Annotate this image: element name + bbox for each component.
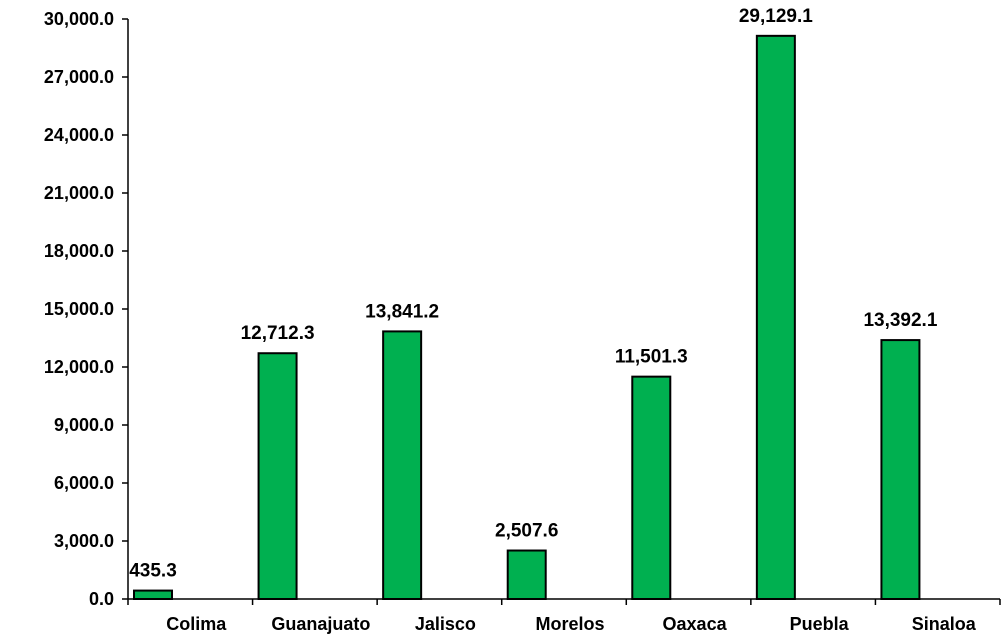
bar-guanajuato: [257, 352, 298, 601]
bar-colima: [133, 589, 173, 601]
category-label: Guanajuato: [271, 614, 370, 634]
data-label: 29,129.1: [739, 6, 813, 27]
data-labels: 435.3 12,712.3 13,841.2 2,507.6 11,501.3 29,1…: [129, 6, 938, 582]
bar-oaxaca: [631, 375, 672, 600]
category-label: Oaxaca: [663, 614, 728, 634]
data-label: 13,841.2: [365, 301, 439, 322]
data-label: 13,392.1: [863, 310, 937, 331]
bars: [133, 34, 921, 601]
y-tick-label: 21,000.0: [44, 183, 114, 203]
category-label: Jalisco: [415, 614, 476, 634]
data-label: 2,507.6: [495, 521, 558, 542]
category-label: Morelos: [535, 614, 604, 634]
data-label: 12,712.3: [241, 323, 315, 344]
y-tick-label: 15,000.0: [44, 299, 114, 319]
y-tick-label: 0.0: [89, 589, 114, 609]
y-tick-label: 6,000.0: [54, 473, 114, 493]
y-tick-label: 24,000.0: [44, 125, 114, 145]
y-tick-label: 3,000.0: [54, 531, 114, 551]
bar-sinaloa: [880, 339, 921, 600]
y-tick-label: 12,000.0: [44, 357, 114, 377]
y-tick-label: 27,000.0: [44, 67, 114, 87]
category-label: Sinaloa: [912, 614, 977, 634]
category-label: Puebla: [790, 614, 850, 634]
data-label: 435.3: [129, 561, 177, 582]
y-axis: 0.0 3,000.0 6,000.0 9,000.0 12,000.0 15,000.0…: [44, 9, 129, 609]
x-axis: Colima Guanajuato Jalisco Morelos Oaxaca Pueb…: [127, 598, 1001, 634]
bar-jalisco: [382, 330, 423, 600]
bar-morelos: [506, 549, 547, 600]
category-label: Colima: [166, 614, 227, 634]
y-tick-label: 18,000.0: [44, 241, 114, 261]
data-label: 11,501.3: [615, 347, 688, 368]
y-tick-label: 30,000.0: [44, 9, 114, 29]
y-tick-label: 9,000.0: [54, 415, 114, 435]
bar-puebla: [755, 34, 796, 600]
